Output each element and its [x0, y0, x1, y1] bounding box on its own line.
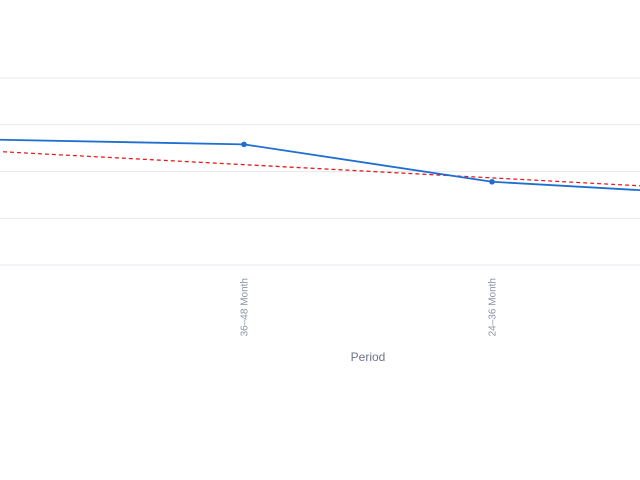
- series-line: [0, 138, 640, 192]
- trendline-layer: [0, 150, 640, 187]
- x-tick-label: 36–48 Month: [240, 278, 251, 336]
- grid: [0, 77, 640, 266]
- x-axis-title: Period: [351, 350, 386, 364]
- x-tick-label: 24–36 Month: [488, 278, 499, 336]
- trendline: [0, 150, 640, 187]
- series-layer: [0, 138, 640, 192]
- x-tick-label: 48–60 Month: [0, 278, 3, 336]
- data-point[interactable]: [241, 141, 247, 148]
- data-point[interactable]: [489, 178, 495, 185]
